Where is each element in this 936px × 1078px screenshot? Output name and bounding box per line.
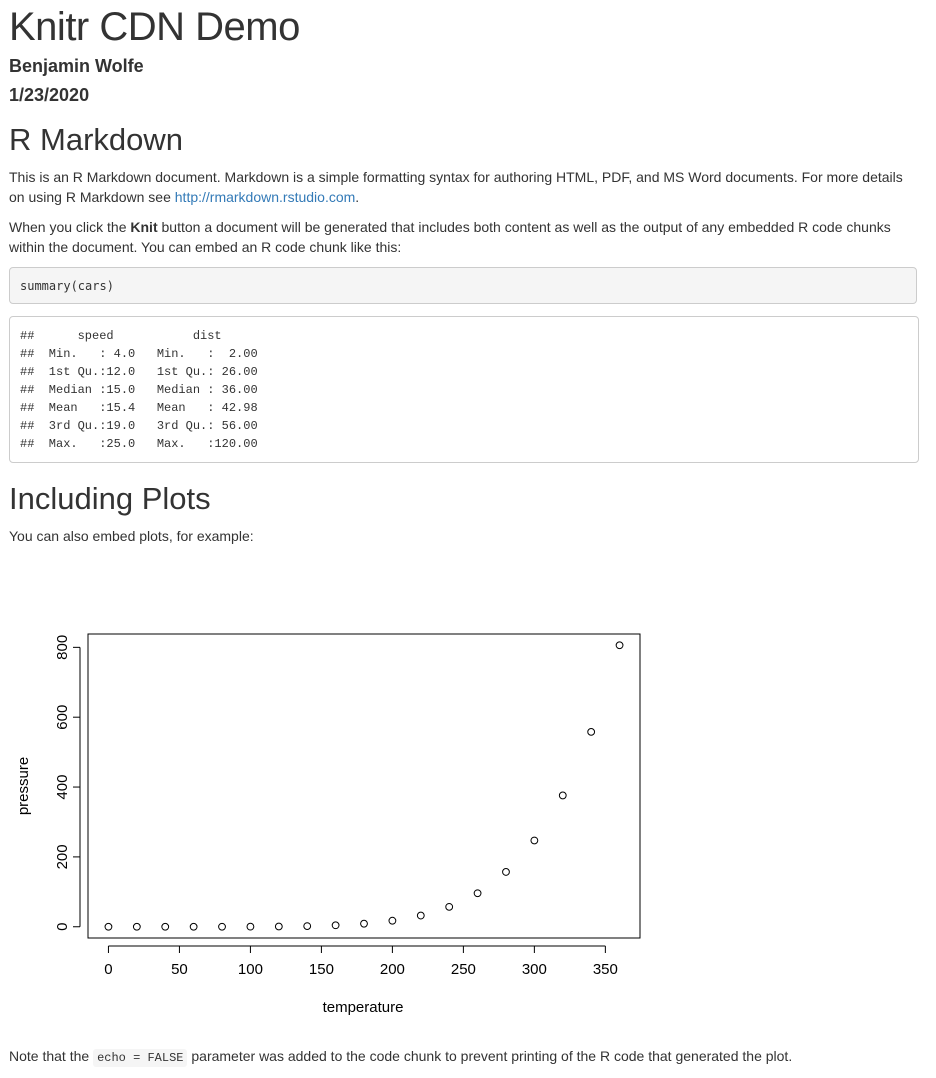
rmarkdown-link[interactable]: http://rmarkdown.rstudio.com xyxy=(174,189,356,205)
data-point xyxy=(445,902,454,911)
y-tick-label: 400 xyxy=(54,775,71,800)
author: Benjamin Wolfe xyxy=(9,56,144,76)
code-text: summary(cars) xyxy=(20,279,114,293)
y-tick-label: 0 xyxy=(54,923,71,931)
paragraph-plots: You can also embed plots, for example: xyxy=(9,528,254,544)
data-point xyxy=(189,922,198,931)
paragraph-knit-pre: When you click the xyxy=(9,219,131,235)
page-title: Knitr CDN Demo xyxy=(9,5,300,49)
x-tick-label: 0 xyxy=(104,961,112,978)
data-point xyxy=(132,922,141,931)
data-point xyxy=(388,916,397,925)
data-point xyxy=(246,922,255,931)
data-point xyxy=(331,921,340,930)
output-line: ## 3rd Qu.:19.0 3rd Qu.: 56.00 xyxy=(20,419,273,433)
data-point xyxy=(218,922,226,931)
output-line: ## Min. : 4.0 Min. : 2.00 xyxy=(20,347,273,361)
paragraph-intro: This is an R Markdown document. Markdown… xyxy=(9,167,919,207)
paragraph-knit-post: button a document will be generated that… xyxy=(9,219,891,255)
data-point xyxy=(473,889,482,898)
x-tick-label: 100 xyxy=(238,961,263,978)
date: 1/23/2020 xyxy=(9,85,90,105)
data-point xyxy=(502,868,510,876)
pressure-scatter-plot: 0 50 100 150 200 250 300 350 0 200 400 600 800 temp… xyxy=(15,633,641,1016)
output-line: ## Median :15.0 Median : 36.00 xyxy=(20,383,273,397)
code-chunk: summary(cars) xyxy=(9,267,917,304)
data-points xyxy=(104,641,624,931)
data-point xyxy=(104,922,113,931)
note-pre: Note that the xyxy=(9,1048,94,1064)
paragraph-knit: When you click the Knit button a documen… xyxy=(9,217,919,257)
x-tick-label: 150 xyxy=(309,961,334,978)
y-tick-label: 600 xyxy=(54,705,71,730)
y-axis: 0 200 400 600 800 xyxy=(54,635,81,931)
section-heading-plots: Including Plots xyxy=(9,481,211,516)
data-point xyxy=(587,727,596,736)
data-point xyxy=(416,911,425,920)
plot-frame xyxy=(87,633,641,939)
output-line: ## Max. :25.0 Max. :120.00 xyxy=(20,437,273,451)
paragraph-intro-end: . xyxy=(355,189,360,205)
output-line: ## Mean :15.4 Mean : 42.98 xyxy=(20,401,273,415)
y-axis-label: pressure xyxy=(15,757,32,815)
data-point xyxy=(530,836,539,845)
paragraph-intro-text: This is an R Markdown document. Markdown… xyxy=(9,169,903,205)
x-axis-label: temperature xyxy=(323,999,404,1016)
output-line: ## 1st Qu.:12.0 1st Qu.: 26.00 xyxy=(20,365,273,379)
code-output: ## speed dist ## Min. : 4.0 Min. : 2.00 … xyxy=(9,316,919,463)
data-point xyxy=(161,922,170,931)
note-post: parameter was added to the code chunk to… xyxy=(187,1048,793,1064)
section-heading-r-markdown: R Markdown xyxy=(9,122,183,157)
y-tick-label: 800 xyxy=(54,635,71,660)
data-point xyxy=(303,922,312,931)
x-tick-label: 200 xyxy=(380,961,405,978)
data-point xyxy=(360,919,368,928)
knit-bold: Knit xyxy=(130,219,158,235)
paragraph-note: Note that the echo = FALSE parameter was… xyxy=(9,1046,919,1068)
inline-code: echo = FALSE xyxy=(93,1049,188,1067)
x-tick-label: 350 xyxy=(593,961,618,978)
data-point xyxy=(274,922,283,931)
x-tick-label: 50 xyxy=(171,961,188,978)
data-point xyxy=(558,791,567,800)
x-tick-label: 300 xyxy=(522,961,547,978)
data-point xyxy=(615,641,624,650)
x-axis: 0 50 100 150 200 250 300 350 xyxy=(104,945,618,978)
output-line: ## speed dist xyxy=(20,329,273,343)
x-tick-label: 250 xyxy=(451,961,476,978)
y-tick-label: 200 xyxy=(54,844,71,869)
